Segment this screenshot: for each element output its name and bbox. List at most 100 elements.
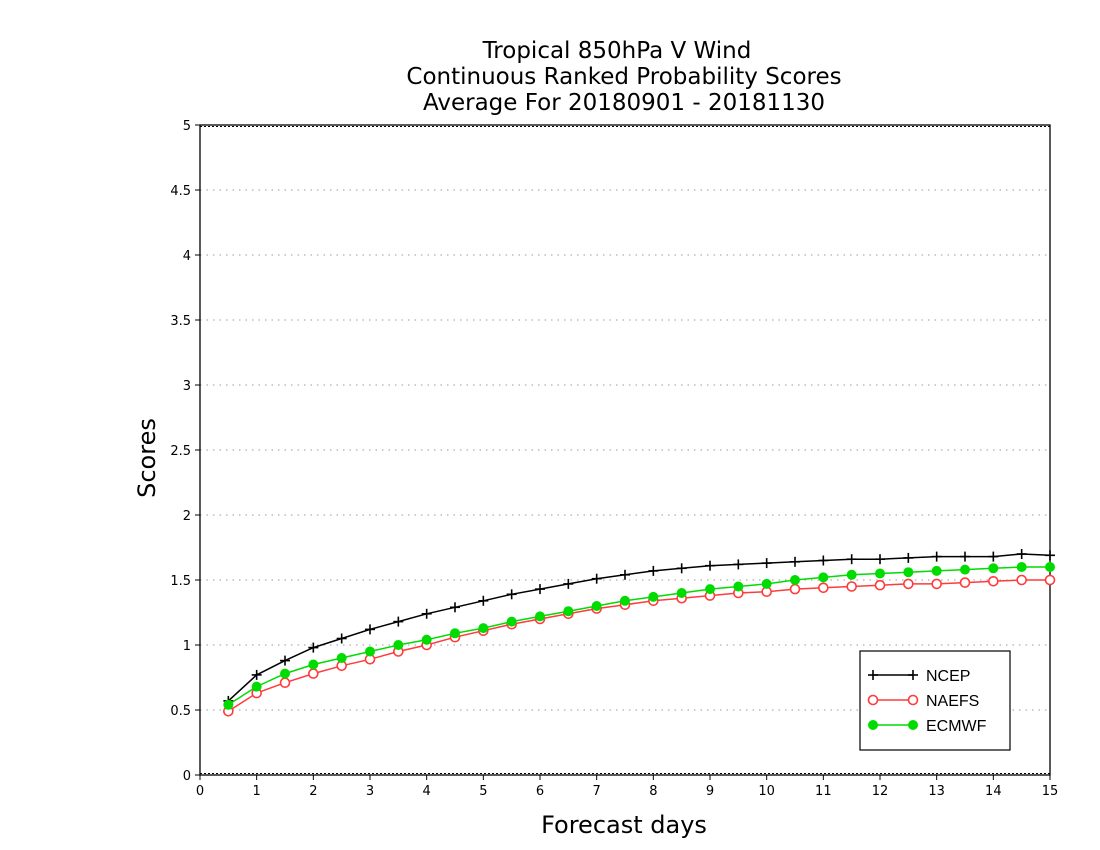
chart-title-line-3: Average For 20180901 - 20181130 [423,90,825,116]
point-ecmwf-18 [733,581,744,592]
point-ncep-13 [591,573,602,584]
point-ncep-7 [421,608,432,619]
point-ncep-14 [620,569,630,580]
y-tick-label-10: 5 [183,119,191,134]
point-ecmwf-15 [648,591,659,602]
legend-item-ecmwf: ECMWF [868,718,987,735]
point-ncep-10 [506,589,517,600]
point-ncep-24 [903,552,914,563]
chart-title: Tropical 850hPa V Wind Continuous Ranked… [406,38,841,116]
x-tick-label-15: 15 [1042,784,1059,799]
x-tick-label-7: 7 [593,784,601,799]
point-ecmwf-4 [336,653,347,663]
y-axis-ticks: 0 0.5 1 1.5 2 2.5 3 3.5 4 4.5 5 [170,119,200,784]
point-ncep-19 [761,558,772,569]
point-naefs-22 [846,581,857,592]
point-ncep-16 [676,563,687,574]
point-ecmwf-2 [280,668,290,679]
point-ncep-9 [478,595,489,606]
point-ncep-15 [648,565,659,576]
legend-marker-left-ncep [868,670,878,680]
y-tick-label-8: 4 [183,249,191,264]
point-ecmwf-26 [960,564,970,575]
point-ncep-28 [1016,549,1027,559]
point-ecmwf-14 [620,595,630,606]
point-ncep-29 [1045,550,1055,561]
point-naefs-26 [959,577,971,588]
point-naefs-21 [818,582,829,594]
y-tick-label-1: 0.5 [170,704,191,719]
legend-marker-right-naefs [907,694,919,706]
point-ecmwf-12 [563,606,574,617]
x-tick-label-9: 9 [706,784,714,799]
point-ncep-21 [818,555,829,566]
point-naefs-28 [1016,574,1027,586]
point-ecmwf-13 [591,601,602,611]
legend-marker-right-ecmwf [908,720,918,730]
point-ecmwf-29 [1045,562,1055,572]
y-tick-label-5: 2.5 [170,444,191,459]
x-tick-label-4: 4 [423,784,431,799]
point-ecmwf-16 [676,588,687,598]
legend: NCEP NAEFS ECMWF [859,650,1011,751]
legend-item-ncep: NCEP [868,668,970,685]
point-ecmwf-24 [903,567,914,578]
x-tick-label-2: 2 [309,784,317,799]
point-ncep-11 [535,584,545,595]
point-ecmwf-20 [790,575,800,585]
point-ecmwf-22 [846,569,857,580]
point-ecmwf-0 [223,699,234,710]
point-ecmwf-21 [818,572,829,583]
x-tick-label-11: 11 [815,784,832,799]
point-ecmwf-23 [875,568,885,579]
point-ecmwf-6 [393,640,404,650]
point-naefs-20 [789,583,801,595]
x-tick-label-12: 12 [872,784,889,799]
x-tick-label-14: 14 [985,784,1002,799]
legend-marker-left-ecmwf [868,720,878,730]
y-axis-title: Scores [133,418,161,498]
series-ecmwf [223,562,1055,710]
x-tick-label-6: 6 [536,784,544,799]
x-axis-title: Forecast days [541,811,707,839]
point-ecmwf-1 [251,681,262,692]
point-ncep-5 [365,624,375,635]
point-ncep-27 [988,551,999,562]
point-ncep-17 [705,560,715,571]
point-naefs-23 [874,579,886,591]
point-ncep-18 [733,559,744,570]
x-tick-label-10: 10 [758,784,775,799]
point-ncep-8 [450,602,460,613]
y-tick-label-4: 2 [183,509,191,524]
legend-marker-left-naefs [867,694,879,706]
point-ecmwf-27 [988,563,999,574]
chart-title-line-2: Continuous Ranked Probability Scores [406,64,841,90]
x-tick-label-5: 5 [479,784,487,799]
point-naefs-29 [1044,574,1056,586]
chart-title-line-1: Tropical 850hPa V Wind [482,38,752,64]
legend-item-naefs: NAEFS [867,693,979,710]
point-ncep-6 [393,616,404,627]
point-ecmwf-17 [705,584,715,595]
legend-label-ncep: NCEP [926,668,970,685]
point-ncep-26 [960,551,970,562]
legend-marker-right-ncep [908,670,918,680]
point-ncep-20 [790,556,800,567]
y-tick-label-0: 0 [183,769,191,784]
point-ncep-23 [875,554,885,565]
point-naefs-27 [988,575,999,587]
point-ecmwf-9 [478,623,489,634]
y-tick-label-3: 1.5 [170,574,191,589]
x-tick-label-0: 0 [196,784,204,799]
y-tick-label-9: 4.5 [170,184,191,199]
y-tick-label-2: 1 [183,639,191,654]
y-tick-label-7: 3.5 [170,314,191,329]
point-naefs-3 [308,668,319,679]
point-ecmwf-7 [421,634,432,645]
x-axis-ticks: 0 1 2 3 4 5 6 7 8 9 10 11 12 13 14 15 [196,775,1058,799]
point-ncep-2 [280,655,290,666]
series-group [223,549,1056,717]
point-ecmwf-3 [308,659,319,670]
point-ncep-22 [846,554,857,565]
